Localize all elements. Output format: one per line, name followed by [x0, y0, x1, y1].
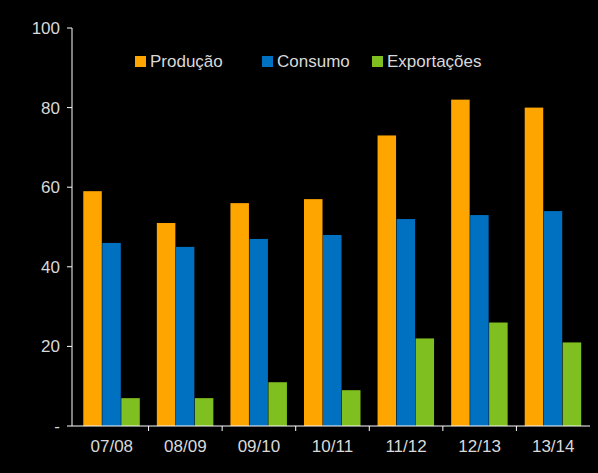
- bars: [83, 100, 581, 426]
- legend-label: Exportações: [387, 52, 482, 71]
- x-tick: [148, 426, 149, 431]
- legend-swatch: [372, 56, 383, 67]
- chart: - 20 40 60 80 100 07/08 08/09 09/10 10/11 11/12 12/…: [0, 0, 598, 473]
- y-tick: [67, 346, 72, 347]
- x-tick-label: 07/08: [91, 437, 134, 456]
- bar: [102, 243, 121, 426]
- legend-swatch: [262, 56, 273, 67]
- bar: [230, 203, 249, 426]
- legend-label: Consumo: [277, 52, 350, 71]
- x-tick: [369, 426, 370, 431]
- y-tick: [67, 28, 72, 29]
- x-tick: [295, 426, 296, 431]
- bar: [378, 135, 397, 426]
- y-tick-label: 100: [32, 19, 60, 38]
- background: [0, 0, 598, 473]
- y-tick: [67, 187, 72, 188]
- bar: [121, 398, 139, 426]
- bar: [416, 338, 435, 426]
- y-axis: [72, 28, 73, 426]
- bar: [83, 191, 102, 426]
- legend-swatch: [135, 56, 146, 67]
- bar: [397, 219, 416, 426]
- bar: [563, 342, 582, 426]
- bar: [268, 382, 287, 426]
- x-axis: [72, 426, 590, 427]
- y-tick-label: 40: [41, 258, 60, 277]
- bar: [249, 239, 268, 426]
- x-tick: [442, 426, 443, 431]
- bar: [176, 247, 195, 426]
- bar: [544, 211, 563, 426]
- bar: [157, 223, 176, 426]
- x-tick-label: 09/10: [238, 437, 281, 456]
- x-tick: [222, 426, 223, 431]
- bar: [323, 235, 342, 426]
- y-tick: [67, 107, 72, 108]
- y-tick: [67, 266, 72, 267]
- y-tick-label: -: [54, 417, 60, 436]
- y-tick-label: 20: [41, 337, 60, 356]
- x-tick-label: 11/12: [385, 437, 426, 456]
- bar: [195, 398, 214, 426]
- bar: [525, 108, 544, 426]
- bar: [489, 323, 508, 426]
- x-tick: [516, 426, 517, 431]
- x-tick-label: 12/13: [458, 437, 501, 456]
- x-tick-label: 13/14: [532, 437, 575, 456]
- bar: [342, 390, 361, 426]
- legend-label: Produção: [150, 52, 223, 71]
- y-tick: [67, 426, 72, 427]
- x-tick-label: 08/09: [164, 437, 207, 456]
- x-tick-label: 10/11: [312, 437, 353, 456]
- y-tick-label: 80: [41, 99, 60, 118]
- y-tick-label: 60: [41, 178, 60, 197]
- bar: [470, 215, 489, 426]
- bar: [304, 199, 323, 426]
- bar: [451, 100, 470, 426]
